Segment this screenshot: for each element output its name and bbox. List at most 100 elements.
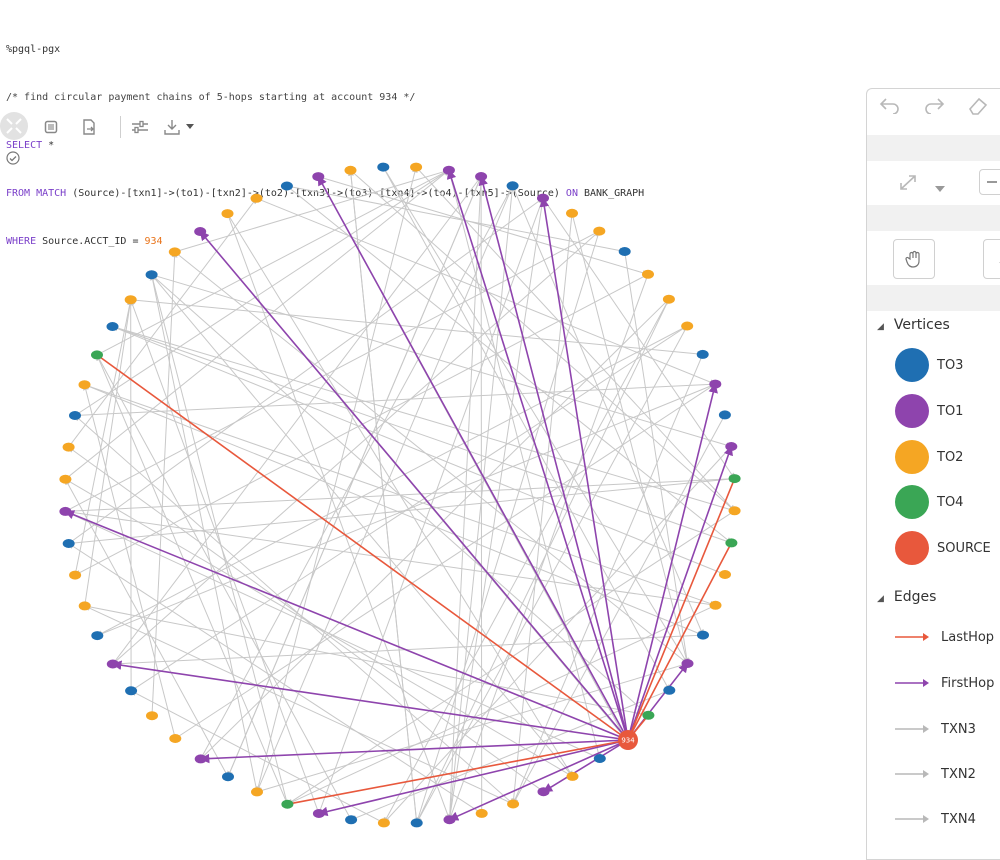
firsthop-edge[interactable]	[481, 177, 628, 741]
txn-edge[interactable]	[97, 170, 449, 355]
txn-edge[interactable]	[572, 213, 688, 663]
vertex-to3[interactable]	[125, 686, 137, 695]
vertex-to1[interactable]	[725, 442, 737, 451]
legend-edge-txn2[interactable]: TXN2	[895, 759, 976, 789]
vertex-to1[interactable]	[475, 172, 487, 181]
txn-edge[interactable]	[65, 479, 572, 776]
vertex-to3[interactable]	[222, 772, 234, 781]
vertex-to3[interactable]	[91, 631, 103, 640]
vertex-to3[interactable]	[619, 247, 631, 256]
txn-edge[interactable]	[543, 198, 735, 479]
vertex-to2[interactable]	[410, 163, 422, 172]
graph-visualization-canvas[interactable]: 934	[40, 150, 760, 840]
hand-tool-button[interactable]	[893, 239, 935, 279]
collapse-button[interactable]	[979, 169, 1000, 195]
focus-icon[interactable]	[0, 112, 28, 140]
vertex-to3[interactable]	[69, 411, 81, 420]
check-circle-icon[interactable]	[5, 150, 21, 166]
txn-edge[interactable]	[85, 300, 131, 606]
vertex-to2[interactable]	[251, 194, 263, 203]
vertex-to2[interactable]	[251, 787, 263, 796]
dropdown-caret-icon[interactable]	[184, 120, 196, 134]
vertex-to1[interactable]	[194, 227, 206, 236]
vertex-to1[interactable]	[537, 194, 549, 203]
vertex-to2[interactable]	[125, 295, 137, 304]
vertex-to1[interactable]	[313, 809, 325, 818]
txn-edge[interactable]	[65, 231, 599, 511]
vertex-to1[interactable]	[59, 507, 71, 516]
vertex-to2[interactable]	[729, 506, 741, 515]
undo-icon[interactable]	[879, 95, 901, 119]
legend-edge-firsthop[interactable]: FirstHop	[895, 668, 994, 698]
vertex-to3[interactable]	[63, 539, 75, 548]
vertex-to3[interactable]	[411, 818, 423, 827]
txn-edge[interactable]	[228, 214, 573, 777]
vertex-to3[interactable]	[507, 181, 519, 190]
vertex-to2[interactable]	[719, 570, 731, 579]
firsthop-edge[interactable]	[450, 740, 629, 820]
vertex-to2[interactable]	[222, 209, 234, 218]
expand-icon[interactable]	[897, 173, 919, 198]
legend-vertex-to1[interactable]: TO1	[895, 391, 963, 431]
txn-edge[interactable]	[152, 275, 257, 792]
txn-edge[interactable]	[175, 252, 688, 664]
vertex-to1[interactable]	[195, 754, 207, 763]
vertex-to2[interactable]	[566, 209, 578, 218]
vertex-to2[interactable]	[69, 571, 81, 580]
firsthop-edge[interactable]	[543, 198, 628, 740]
vertex-to2[interactable]	[59, 475, 71, 484]
txn-edge[interactable]	[97, 326, 687, 636]
vertex-to1[interactable]	[443, 166, 455, 175]
txn-edge[interactable]	[131, 300, 703, 355]
legend-edge-lasthop[interactable]: LastHop	[895, 622, 994, 652]
expand-caret-icon[interactable]	[935, 175, 945, 199]
vertex-to3[interactable]	[663, 686, 675, 695]
edges-section-title[interactable]: ◢Edges	[877, 589, 936, 605]
legend-vertex-to3[interactable]: TO3	[895, 345, 963, 385]
txn-edge[interactable]	[318, 177, 648, 275]
vertex-to3[interactable]	[281, 182, 293, 191]
vertex-to2[interactable]	[345, 166, 357, 175]
vertex-to2[interactable]	[169, 247, 181, 256]
txn-edge[interactable]	[287, 605, 715, 804]
vertex-to3[interactable]	[107, 322, 119, 331]
export-icon[interactable]	[80, 118, 98, 136]
legend-vertex-source[interactable]: SOURCE	[895, 528, 991, 568]
vertices-section-title[interactable]: ◢Vertices	[877, 317, 950, 333]
txn-edge[interactable]	[383, 167, 669, 690]
vertex-to3[interactable]	[377, 163, 389, 172]
stop-icon[interactable]	[42, 118, 60, 136]
vertex-to4[interactable]	[729, 474, 741, 483]
lasthop-edge[interactable]	[628, 479, 735, 740]
vertex-to4[interactable]	[91, 350, 103, 359]
legend-vertex-to4[interactable]: TO4	[895, 482, 963, 522]
redo-icon[interactable]	[923, 95, 945, 119]
eraser-icon[interactable]	[967, 95, 989, 120]
vertex-to4[interactable]	[281, 800, 293, 809]
vertex-to3[interactable]	[594, 754, 606, 763]
vertex-to2[interactable]	[663, 295, 675, 304]
legend-edge-txn3[interactable]: TXN3	[895, 714, 976, 744]
vertex-to3[interactable]	[719, 410, 731, 419]
vertex-to2[interactable]	[710, 601, 722, 610]
vertex-to3[interactable]	[697, 631, 709, 640]
select-tool-button[interactable]	[983, 239, 1000, 279]
vertex-to2[interactable]	[79, 601, 91, 610]
vertex-to2[interactable]	[593, 227, 605, 236]
vertex-to2[interactable]	[169, 734, 181, 743]
txn-edge[interactable]	[69, 479, 735, 544]
vertex-to1[interactable]	[709, 380, 721, 389]
txn-edge[interactable]	[450, 198, 544, 820]
vertex-to1[interactable]	[538, 787, 550, 796]
vertex-to1[interactable]	[682, 659, 694, 668]
firsthop-edge[interactable]	[201, 740, 628, 759]
vertex-to2[interactable]	[507, 800, 519, 809]
vertex-to2[interactable]	[63, 443, 75, 452]
txn-edge[interactable]	[65, 511, 715, 605]
vertex-to4[interactable]	[642, 711, 654, 720]
download-icon[interactable]	[162, 118, 182, 136]
txn-edge[interactable]	[287, 511, 734, 804]
legend-edge-txn4[interactable]: TXN4	[895, 804, 976, 834]
settings-sliders-icon[interactable]	[130, 118, 150, 136]
lasthop-edge[interactable]	[628, 543, 731, 740]
